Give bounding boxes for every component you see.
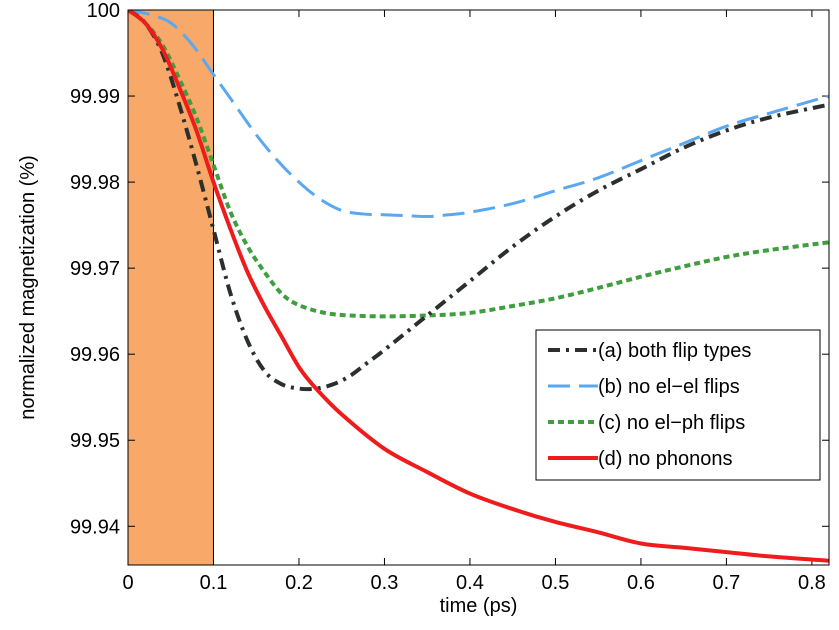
x-tick-label: 0.3 <box>371 572 399 594</box>
series-line-2 <box>128 10 829 219</box>
legend: (a) both flip types (b) no el−el flips (c)… <box>535 329 821 481</box>
x-tick-label: 0.8 <box>798 572 826 594</box>
legend-box <box>535 329 821 481</box>
series-line-4 <box>128 10 829 563</box>
series-line-1 <box>128 10 829 392</box>
shaded-region-layer <box>128 10 214 565</box>
y-tick-label: 100 <box>87 0 120 22</box>
x-tick-label: 0.6 <box>627 572 655 594</box>
y-tick-label: 99.94 <box>70 516 120 538</box>
legend-label: (b) no el−el flips <box>598 376 740 398</box>
series-line-3 <box>128 10 829 319</box>
y-tick-label: 99.96 <box>70 344 120 366</box>
y-tick-labels: 99.94 99.95 99.96 99.97 99.98 99.99 100 <box>70 0 120 538</box>
series-layer <box>128 10 829 563</box>
x-tick-label: 0.4 <box>456 572 484 594</box>
legend-label: (d) no phonons <box>598 448 733 470</box>
y-tick-label: 99.98 <box>70 172 120 194</box>
x-tick-label: 0.5 <box>542 572 570 594</box>
plot-frame <box>127 9 830 566</box>
shaded-region <box>128 10 214 565</box>
x-tick-label: 0.1 <box>200 572 228 594</box>
y-tick-label: 99.95 <box>70 430 120 452</box>
x-tick-labels: 0 0.1 0.2 0.3 0.4 0.5 0.6 0.7 0.8 <box>122 572 825 594</box>
legend-label: (a) both flip types <box>598 340 751 362</box>
y-axis-label: normalized magnetization (%) <box>17 155 39 420</box>
x-axis-label: time (ps) <box>440 595 518 617</box>
x-tick-label: 0.7 <box>713 572 741 594</box>
tick-marks-layer <box>127 9 829 565</box>
y-tick-label: 99.97 <box>70 258 120 280</box>
x-tick-label: 0 <box>122 572 133 594</box>
x-tick-label: 0.2 <box>285 572 313 594</box>
legend-entries: (a) both flip types (b) no el−el flips (c)… <box>548 340 751 470</box>
legend-label: (c) no el−ph flips <box>598 412 745 434</box>
y-tick-label: 99.99 <box>70 86 120 108</box>
